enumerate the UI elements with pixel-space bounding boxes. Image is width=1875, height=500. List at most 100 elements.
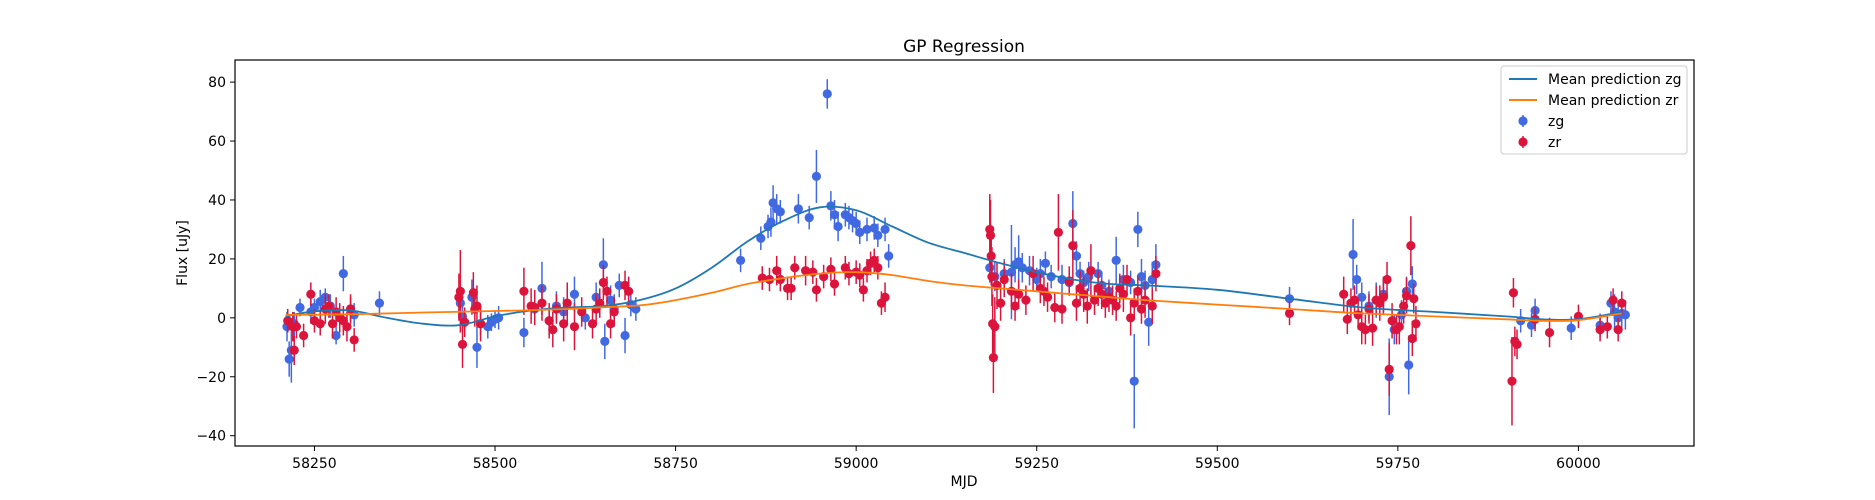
data-point — [772, 266, 782, 276]
data-point — [569, 289, 580, 299]
data-point — [858, 285, 868, 295]
data-point — [873, 263, 883, 273]
data-point — [1357, 292, 1367, 302]
y-tick-label: −40 — [196, 429, 226, 445]
data-point — [1613, 325, 1623, 335]
mean-prediction-line — [285, 271, 1622, 322]
data-point — [829, 210, 840, 220]
data-point — [988, 353, 998, 363]
x-tick-label: 60000 — [1556, 456, 1601, 472]
x-tick-label: 58500 — [473, 456, 518, 472]
plot-area — [282, 79, 1630, 429]
data-point — [374, 298, 385, 308]
data-point — [324, 301, 334, 311]
data-point — [289, 345, 299, 355]
data-point — [455, 286, 465, 296]
data-point — [537, 298, 547, 308]
data-point — [587, 319, 598, 329]
data-point — [884, 251, 894, 261]
y-tick-label: 80 — [208, 75, 226, 91]
data-point — [331, 330, 341, 341]
data-point — [602, 286, 612, 296]
data-point — [1620, 310, 1630, 320]
y-tick-label: 60 — [208, 134, 226, 150]
data-point — [338, 269, 348, 279]
legend-entry: Mean prediction zr — [1548, 93, 1679, 109]
data-point — [309, 302, 320, 313]
legend-entry: zg — [1548, 114, 1564, 130]
data-point — [1089, 295, 1100, 305]
data-point — [1349, 295, 1360, 305]
data-point — [790, 263, 800, 273]
x-tick-label: 58750 — [653, 456, 698, 472]
data-point — [822, 89, 832, 99]
data-point — [1082, 301, 1092, 311]
data-point — [1126, 313, 1136, 323]
data-point — [605, 319, 616, 329]
data-point — [1409, 294, 1419, 304]
data-point — [786, 283, 796, 293]
data-point — [756, 233, 766, 243]
data-point — [600, 336, 610, 346]
data-point — [1602, 322, 1612, 332]
data-point — [472, 342, 482, 352]
data-point — [1360, 325, 1370, 335]
legend-entry: zr — [1548, 135, 1561, 151]
data-point — [775, 274, 785, 285]
legend: Mean prediction zg Mean prediction zr zg zr — [1500, 65, 1688, 155]
data-point — [1118, 289, 1129, 299]
data-point — [519, 327, 529, 338]
data-point — [291, 322, 301, 332]
data-point — [1342, 314, 1352, 324]
data-point — [1006, 267, 1017, 277]
legend-entry: Mean prediction zg — [1548, 72, 1682, 88]
data-point — [1339, 289, 1349, 299]
data-point — [1014, 289, 1024, 299]
y-tick-label: 20 — [208, 252, 226, 268]
data-point — [1133, 286, 1143, 296]
data-point — [1129, 298, 1139, 308]
legend-box — [1500, 65, 1688, 155]
data-point — [342, 322, 352, 332]
data-point — [559, 319, 569, 329]
data-point — [345, 304, 356, 314]
data-point — [1122, 274, 1132, 285]
data-point — [284, 354, 294, 364]
data-point — [598, 277, 608, 288]
data-point — [1566, 323, 1576, 333]
data-point — [1404, 360, 1414, 370]
y-tick-label: 40 — [208, 193, 226, 209]
data-point — [1133, 224, 1143, 235]
data-point — [735, 255, 746, 265]
data-point — [1608, 295, 1618, 305]
y-tick-label: −20 — [196, 370, 226, 386]
data-point — [577, 307, 587, 317]
data-point — [1387, 316, 1397, 326]
data-point — [873, 230, 883, 240]
data-point — [472, 301, 482, 311]
data-point — [869, 223, 879, 233]
data-point — [1384, 364, 1394, 374]
data-point — [1071, 298, 1082, 308]
data-point — [1595, 325, 1605, 335]
y-axis-label: Flux [uJy] — [175, 220, 191, 286]
mean-prediction-line — [285, 205, 1622, 327]
data-point — [1284, 308, 1295, 319]
data-point — [1144, 317, 1154, 327]
data-point — [548, 325, 558, 335]
x-tick-label: 59250 — [1014, 456, 1059, 472]
data-point — [880, 292, 890, 302]
data-point — [855, 227, 865, 237]
data-point — [519, 286, 529, 296]
data-point — [1512, 339, 1522, 349]
data-point — [1068, 241, 1078, 251]
data-point — [987, 271, 997, 282]
data-point — [1406, 241, 1416, 251]
data-point — [620, 330, 630, 341]
data-point — [1111, 301, 1121, 311]
data-point — [811, 285, 822, 295]
data-point — [826, 264, 836, 274]
data-point — [1617, 298, 1627, 308]
data-point — [1407, 333, 1417, 344]
